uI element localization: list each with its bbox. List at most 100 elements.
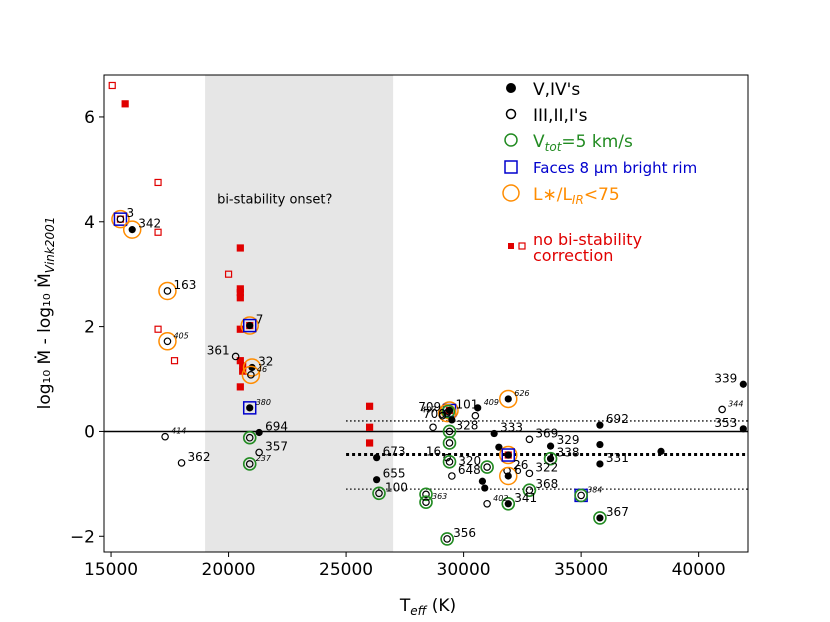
x-tick-label: 40000 xyxy=(672,560,726,580)
open-point xyxy=(245,433,254,442)
point-label: 626 xyxy=(514,389,529,398)
filled-point xyxy=(373,454,381,462)
red-square-marker xyxy=(365,439,374,447)
open-point xyxy=(429,423,437,432)
green-ring-marker xyxy=(480,460,494,474)
filled-point xyxy=(474,404,482,412)
point-label: 409 xyxy=(484,398,499,407)
x-tick-label: 20000 xyxy=(202,560,256,580)
point-label: 339 xyxy=(714,371,737,385)
point-label: 700 xyxy=(423,407,446,421)
point-label: 329 xyxy=(557,433,580,447)
blue-square-marker xyxy=(242,401,257,415)
open-point xyxy=(163,337,172,346)
point-label: 353 xyxy=(714,416,737,430)
legend-marker-green-ring xyxy=(504,133,518,147)
orange-ring-marker xyxy=(499,445,518,465)
open-point xyxy=(471,411,480,420)
open-point xyxy=(445,427,454,436)
y-tick-label: 2 xyxy=(84,318,95,338)
data-points xyxy=(111,209,747,546)
filled-point xyxy=(596,460,604,468)
point-label: 363 xyxy=(432,492,447,501)
green-ring-marker xyxy=(501,496,516,511)
y-tick-label: 6 xyxy=(84,108,95,128)
green-ring-marker xyxy=(574,488,588,503)
orange-ring-marker xyxy=(499,389,518,409)
legend-marker-filled-black xyxy=(506,83,516,93)
point-label: 163 xyxy=(173,278,196,292)
green-ring-marker xyxy=(242,457,257,471)
blue-square-marker xyxy=(113,212,128,226)
open-point xyxy=(255,448,263,457)
point-label: 694 xyxy=(265,419,288,433)
red-square-marker xyxy=(154,325,162,333)
filled-point xyxy=(596,421,604,429)
point-label: 320 xyxy=(458,454,481,468)
point-label: 26 xyxy=(513,458,528,472)
open-point xyxy=(483,463,491,471)
open-point xyxy=(163,287,172,295)
point-label: 16 xyxy=(426,445,441,459)
orange-ring-marker xyxy=(242,358,262,377)
point-label: 356 xyxy=(453,526,476,540)
red-square-marker xyxy=(108,81,116,90)
point-label: 673 xyxy=(383,445,406,459)
orange-ring-marker xyxy=(158,281,177,301)
open-point xyxy=(247,371,255,379)
green-ring-marker xyxy=(522,483,537,497)
point-label: 32 xyxy=(258,354,273,368)
open-point xyxy=(161,432,169,441)
legend-label-no-bistability: no bi-stability xyxy=(533,230,642,249)
filled-point xyxy=(478,477,487,485)
green-ring-marker xyxy=(419,487,433,502)
green-ring-marker xyxy=(372,486,386,501)
point-label: 333 xyxy=(500,421,523,435)
point-label: 362 xyxy=(188,450,211,464)
open-point xyxy=(422,498,430,507)
point-label: 368 xyxy=(535,477,558,491)
legend-label-faces-rim: Faces 8 μm bright rim xyxy=(533,159,697,177)
orange-ring-marker xyxy=(241,365,261,385)
open-point xyxy=(245,460,254,468)
point-label: 3 xyxy=(126,206,134,220)
open-point xyxy=(443,535,451,543)
open-point xyxy=(448,472,456,480)
orange-ring-marker xyxy=(158,332,177,351)
filled-point xyxy=(596,514,604,522)
red-square-marker xyxy=(365,423,374,431)
green-ring-marker xyxy=(419,495,433,510)
point-label: 380 xyxy=(256,398,271,407)
filled-point xyxy=(255,428,263,437)
open-point xyxy=(525,486,534,494)
open-point xyxy=(443,453,451,462)
point-label: 655 xyxy=(383,467,406,481)
red-square-marker xyxy=(121,100,129,108)
open-point xyxy=(525,469,534,478)
open-point xyxy=(718,405,726,414)
red-square-marker xyxy=(154,228,162,236)
legend-label-v-iv: V,IV's xyxy=(533,80,580,100)
filled-point xyxy=(546,442,555,450)
y-tick-label: −2 xyxy=(70,527,95,547)
legend-marker-blue-square xyxy=(504,160,518,174)
legend: V,IV's III,II,I's Vtot=5 km/s Faces 8 μm… xyxy=(502,80,697,265)
open-point xyxy=(525,435,534,444)
orange-ring-marker xyxy=(111,209,130,229)
point-label: 402 xyxy=(493,494,508,503)
y-axis-ticks: −2 0 2 4 6 xyxy=(70,108,104,547)
open-point xyxy=(483,499,491,508)
legend-label-iii-ii-i: III,II,I's xyxy=(533,106,588,126)
plot-frame xyxy=(103,74,749,553)
filled-point xyxy=(495,443,503,451)
open-point xyxy=(577,491,585,500)
point-label: 357 xyxy=(265,439,288,453)
filled-point xyxy=(504,472,512,480)
red-square-marker xyxy=(365,402,374,410)
filled-point xyxy=(373,476,381,484)
open-point xyxy=(116,215,125,223)
filled-point xyxy=(246,321,254,330)
green-ring-marker xyxy=(441,404,456,419)
